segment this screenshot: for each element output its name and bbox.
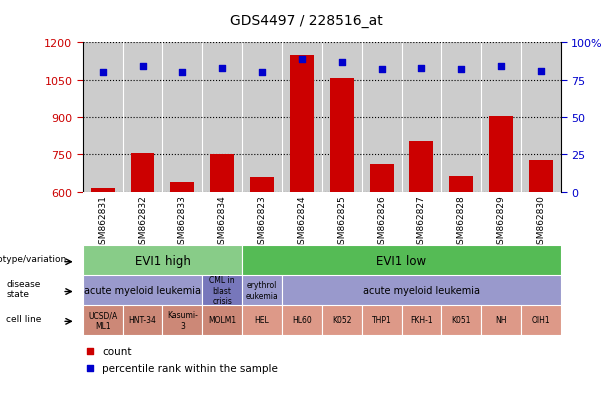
Bar	[242, 305, 282, 335]
Point	[456, 67, 466, 74]
Bar	[242, 246, 561, 275]
Bar	[210, 155, 234, 341]
Point	[297, 57, 307, 63]
Bar	[521, 305, 561, 335]
Bar	[290, 56, 314, 341]
Text: GSM862831: GSM862831	[98, 195, 107, 249]
Bar	[489, 116, 513, 341]
Text: Kasumi-
3: Kasumi- 3	[167, 311, 198, 330]
Text: MOLM1: MOLM1	[208, 316, 236, 325]
Bar	[162, 305, 202, 335]
Bar	[250, 177, 274, 341]
Text: GSM862833: GSM862833	[178, 195, 187, 249]
Bar	[170, 183, 194, 341]
Text: HEL: HEL	[254, 316, 270, 325]
Text: cell line: cell line	[6, 314, 42, 323]
Text: percentile rank within the sample: percentile rank within the sample	[102, 363, 278, 373]
Text: EVI1 high: EVI1 high	[134, 254, 191, 267]
Text: GSM862825: GSM862825	[337, 195, 346, 249]
Bar	[131, 154, 154, 341]
Bar	[83, 246, 242, 275]
Point	[178, 70, 188, 76]
Point	[536, 68, 546, 75]
Point	[137, 64, 148, 71]
Text: K052: K052	[332, 316, 351, 325]
Text: GSM862834: GSM862834	[218, 195, 227, 249]
Text: HNT-34: HNT-34	[129, 316, 156, 325]
Text: HL60: HL60	[292, 316, 312, 325]
Point	[218, 65, 227, 72]
Point	[257, 70, 267, 76]
Bar	[481, 305, 521, 335]
Point	[376, 67, 386, 74]
Text: GSM862832: GSM862832	[138, 195, 147, 249]
Bar	[409, 141, 433, 341]
Text: GSM862824: GSM862824	[297, 195, 306, 249]
Bar	[242, 275, 282, 305]
Text: UCSD/A
ML1: UCSD/A ML1	[88, 311, 117, 330]
Point	[497, 64, 506, 71]
Point	[337, 59, 347, 66]
Point	[98, 70, 108, 76]
Text: OIH1: OIH1	[531, 316, 550, 325]
Text: count: count	[102, 347, 131, 356]
Point	[417, 65, 427, 72]
Text: GSM862826: GSM862826	[377, 195, 386, 249]
Text: GSM862830: GSM862830	[536, 195, 546, 249]
Text: EVI1 low: EVI1 low	[376, 254, 427, 267]
Point	[85, 348, 95, 355]
Bar	[123, 305, 162, 335]
Bar	[202, 305, 242, 335]
Text: NH: NH	[495, 316, 507, 325]
Text: GDS4497 / 228516_at: GDS4497 / 228516_at	[230, 14, 383, 28]
Bar	[362, 305, 402, 335]
Bar	[402, 305, 441, 335]
Text: K051: K051	[452, 316, 471, 325]
Bar	[83, 275, 202, 305]
Text: genotype/variation: genotype/variation	[0, 255, 67, 263]
Bar	[91, 188, 115, 341]
Text: acute myeloid leukemia: acute myeloid leukemia	[84, 285, 201, 295]
Bar	[282, 305, 322, 335]
Bar	[529, 161, 553, 341]
Bar	[83, 305, 123, 335]
Text: erythrol
eukemia: erythrol eukemia	[246, 281, 278, 300]
Text: acute myeloid leukemia: acute myeloid leukemia	[363, 285, 480, 295]
Text: GSM862823: GSM862823	[257, 195, 267, 249]
Bar	[330, 79, 354, 341]
Text: GSM862828: GSM862828	[457, 195, 466, 249]
Bar	[282, 275, 561, 305]
Bar	[322, 305, 362, 335]
Bar	[441, 305, 481, 335]
Bar	[370, 165, 394, 341]
Bar	[202, 275, 242, 305]
Text: THP1: THP1	[371, 316, 392, 325]
Bar	[449, 177, 473, 341]
Text: FKH-1: FKH-1	[410, 316, 433, 325]
Text: disease state: disease state	[7, 279, 41, 299]
Point	[85, 365, 95, 371]
Text: GSM862829: GSM862829	[497, 195, 506, 249]
Text: GSM862827: GSM862827	[417, 195, 426, 249]
Text: CML in
blast
crisis: CML in blast crisis	[210, 275, 235, 305]
